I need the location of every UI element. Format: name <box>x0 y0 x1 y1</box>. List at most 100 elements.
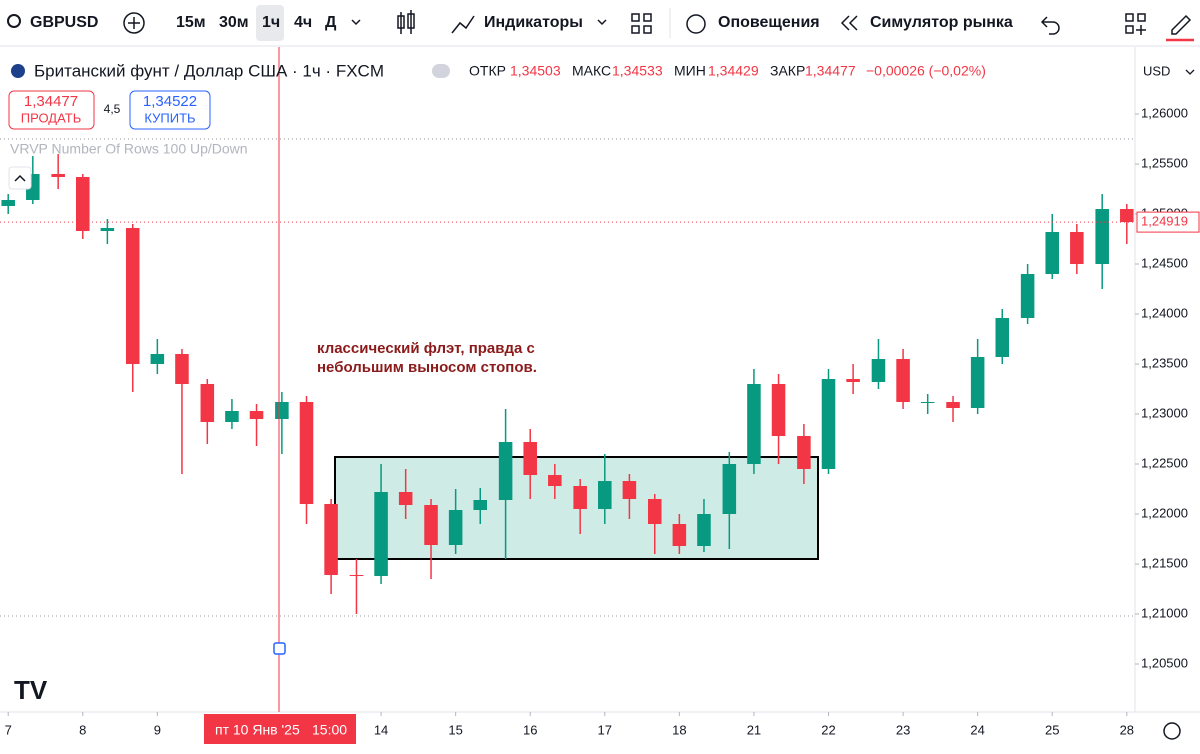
x-tick-label: 25 <box>1045 722 1059 737</box>
layout-icon[interactable] <box>631 13 652 34</box>
candle-body <box>424 505 438 545</box>
candle-body <box>647 499 662 524</box>
x-tick-label: 21 <box>747 722 761 737</box>
candle-body <box>821 379 836 469</box>
add-layout-icon[interactable] <box>1125 13 1146 35</box>
x-tick-label: 9 <box>154 722 161 737</box>
x-tick-label: 18 <box>672 722 686 737</box>
candle-body <box>871 359 886 382</box>
candle-body <box>150 354 165 364</box>
alert-icon <box>686 14 706 34</box>
currency[interactable]: USD <box>1143 63 1170 78</box>
y-tick-label: 1,23000 <box>1141 405 1188 420</box>
candle-body <box>249 411 264 419</box>
status-dot <box>432 64 450 78</box>
ohlc-value: 1,34477 <box>805 63 856 79</box>
search-icon[interactable] <box>7 14 21 28</box>
candle-body <box>1070 232 1084 264</box>
y-tick-label: 1,24500 <box>1141 255 1188 270</box>
candle-body <box>1120 209 1134 222</box>
ohlc-label: МАКС <box>572 63 611 79</box>
candle-body <box>598 481 612 509</box>
indicators[interactable]: Индикаторы <box>484 14 583 31</box>
interval[interactable]: 30м <box>219 14 249 31</box>
x-tick-label: 16 <box>523 722 537 737</box>
candle-body <box>1 200 15 206</box>
alerts[interactable]: Оповещения <box>718 14 820 31</box>
candle-body <box>970 357 985 408</box>
interval[interactable]: 15м <box>176 14 206 31</box>
y-tick-label: 1,21500 <box>1141 555 1188 570</box>
y-tick-label: 1,22500 <box>1141 455 1188 470</box>
candle-body <box>100 228 115 231</box>
candle-body <box>1095 209 1109 264</box>
collapse-icon <box>14 174 26 182</box>
candle-body <box>573 486 587 509</box>
y-tick-label: 1,24000 <box>1141 305 1188 320</box>
buy-button[interactable] <box>129 90 211 130</box>
x-tick-label: 7 <box>5 722 12 737</box>
candles <box>1 154 1134 614</box>
x-tick-label: 24 <box>970 722 984 737</box>
interval[interactable]: 1ч <box>262 14 280 31</box>
candle-body <box>1020 274 1035 318</box>
candle-body <box>398 492 413 505</box>
y-tick-label: 1,22000 <box>1141 505 1188 520</box>
sell-button[interactable] <box>8 90 95 130</box>
x-tick-label: 23 <box>896 722 910 737</box>
interval-selected <box>256 5 284 41</box>
pencil-icon[interactable] <box>1171 14 1192 35</box>
x-tick-label: 22 <box>821 722 835 737</box>
symbol[interactable]: GBPUSD <box>30 14 98 31</box>
candle-body <box>995 318 1010 357</box>
candle-body <box>349 575 364 576</box>
indicator-name: VRVP Number Of Rows 100 Up/Down <box>10 141 248 157</box>
y-tick-label: 1,20500 <box>1141 655 1188 670</box>
settings-icon[interactable] <box>1163 722 1181 740</box>
collapse-button[interactable] <box>8 166 32 190</box>
candle-body <box>946 402 960 408</box>
candles-icon[interactable] <box>397 10 415 34</box>
crosshair-time: 15:00 <box>312 722 347 738</box>
candle-body <box>523 442 537 475</box>
candle-body <box>175 354 189 384</box>
indicators-icon <box>451 15 475 34</box>
candle-body <box>747 384 761 464</box>
candle-body <box>225 411 239 422</box>
x-tick-label: 15 <box>448 722 462 737</box>
chevron[interactable] <box>597 19 607 26</box>
y-tick-label: 1,23500 <box>1141 355 1188 370</box>
candle-body <box>200 384 215 422</box>
add-symbol[interactable] <box>123 12 145 34</box>
y-tick-label: 1,21000 <box>1141 605 1188 620</box>
spread: 4,5 <box>104 102 121 116</box>
candle-body <box>51 174 65 177</box>
candle-body <box>374 492 388 576</box>
candle-body <box>797 436 811 469</box>
interval[interactable]: Д <box>325 14 337 31</box>
flag-icon <box>11 64 25 78</box>
candle-body <box>672 524 687 546</box>
last-price-box <box>1136 211 1200 233</box>
sell-price: 1,34477 <box>24 93 78 110</box>
candle-body <box>896 359 910 402</box>
undo-icon[interactable] <box>1040 16 1060 35</box>
interval[interactable]: 4ч <box>294 14 312 31</box>
buy-label: КУПИТЬ <box>144 110 195 125</box>
candle-body <box>76 177 90 231</box>
ohlc-label: МИН <box>674 63 706 79</box>
candle-body <box>697 514 711 546</box>
chevron[interactable] <box>1185 69 1195 75</box>
candle-body <box>622 481 637 499</box>
crosshair-handle[interactable] <box>273 642 286 655</box>
candle-body <box>548 475 562 486</box>
candle-body <box>920 402 935 403</box>
simulator[interactable]: Симулятор рынка <box>870 14 1013 31</box>
ohlc-value: 1,34503 <box>510 63 561 79</box>
candle-body <box>473 500 488 510</box>
candle-body <box>448 510 463 545</box>
ohlc-change: −0,00026 (−0,02%) <box>866 63 986 79</box>
y-tick-label: 1,26000 <box>1141 105 1188 120</box>
chevron[interactable] <box>351 19 361 26</box>
